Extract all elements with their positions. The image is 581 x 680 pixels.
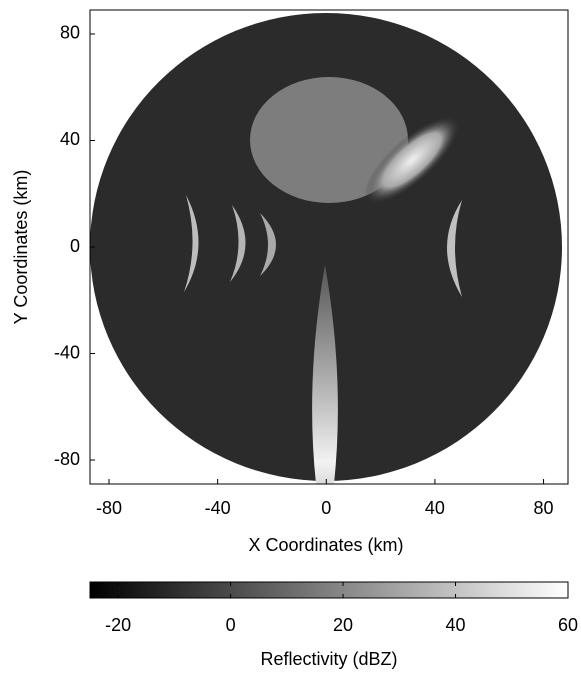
y-tick-label: 40 — [60, 129, 80, 149]
x-tick-label: -80 — [96, 498, 122, 518]
x-axis-label: X Coordinates (km) — [248, 535, 403, 555]
x-tick-label: 40 — [425, 498, 445, 518]
colorbar-tick-label: 40 — [446, 615, 466, 635]
x-tick-label: 80 — [534, 498, 554, 518]
y-tick-label: 0 — [70, 236, 80, 256]
y-tick-label: -80 — [54, 449, 80, 469]
colorbar-tick-label: 60 — [558, 615, 578, 635]
colorbar — [89, 581, 569, 599]
colorbar-label: Reflectivity (dBZ) — [260, 649, 397, 669]
x-tick-label: -40 — [205, 498, 231, 518]
x-tick-label: 0 — [321, 498, 331, 518]
colorbar-tick-label: 0 — [226, 615, 236, 635]
radar-image — [90, 13, 562, 484]
y-tick-label: 80 — [60, 23, 80, 43]
y-axis-label: Y Coordinates (km) — [11, 170, 31, 325]
colorbar-tick-label: 20 — [333, 615, 353, 635]
y-tick-label: -40 — [54, 342, 80, 362]
colorbar-tick-label: -20 — [105, 615, 131, 635]
